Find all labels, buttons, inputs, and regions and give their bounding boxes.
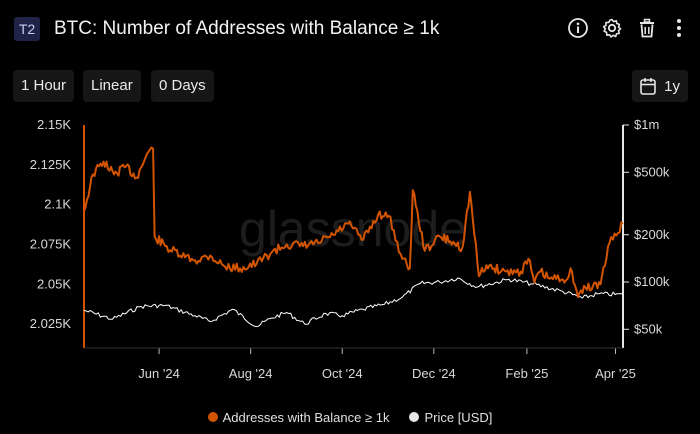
x-tick-label: Aug '24	[229, 366, 273, 381]
y-left-tick-label: 2.125K	[30, 157, 72, 172]
chart-canvas[interactable]: glassnode 2.15K2.125K2.1K2.075K2.05K2.02…	[0, 0, 700, 400]
y-left-tick-label: 2.1K	[44, 197, 71, 212]
legend: Addresses with Balance ≥ 1k Price [USD]	[0, 406, 700, 428]
y-left-tick-label: 2.025K	[30, 316, 72, 331]
gear-icon[interactable]	[600, 16, 624, 40]
legend-swatch-addresses	[207, 412, 218, 422]
legend-label-price: Price [USD]	[424, 409, 493, 425]
y-left-tick-label: 2.05K	[37, 276, 71, 291]
more-vertical-icon[interactable]	[667, 16, 691, 40]
resolution-button[interactable]: 1 Hour	[13, 70, 75, 102]
legend-item-price[interactable]: Price [USD]	[409, 410, 492, 425]
series-group	[83, 146, 624, 328]
period-label: 1y	[664, 77, 680, 95]
y-left-tick-label: 2.15K	[37, 117, 71, 132]
y-right-tick-label: $50k	[634, 321, 663, 336]
legend-item-addresses[interactable]: Addresses with Balance ≥ 1k	[207, 409, 390, 425]
x-tick-label: Dec '24	[412, 366, 456, 381]
trash-icon[interactable]	[635, 16, 659, 40]
x-axis: Jun '24 Aug '24 Oct '24 Dec '24 Feb '25 Apr '…	[138, 348, 636, 381]
right-y-axis: $1m $500k $200k $100k $50k	[623, 117, 670, 336]
calendar-icon	[640, 78, 656, 95]
y-left-tick-label: 2.075K	[30, 236, 72, 251]
price-line	[83, 277, 624, 328]
x-tick-label: Jun '24	[138, 366, 180, 381]
y-right-tick-label: $200k	[634, 227, 670, 242]
legend-swatch-price	[409, 412, 420, 422]
y-right-tick-label: $100k	[634, 274, 670, 289]
info-icon[interactable]	[566, 16, 590, 40]
y-right-tick-label: $500k	[634, 164, 670, 179]
y-right-tick-label: $1m	[634, 117, 659, 132]
x-tick-label: Apr '25	[595, 366, 636, 381]
addresses-line	[83, 146, 624, 298]
chart-controls: 1 Hour Linear 0 Days 1y	[0, 70, 700, 102]
x-tick-label: Feb '25	[505, 366, 548, 381]
x-tick-label: Oct '24	[322, 366, 363, 381]
offset-button[interactable]: 0 Days	[151, 70, 214, 102]
period-button[interactable]: 1y	[632, 70, 688, 102]
chart-title: BTC: Number of Addresses with Balance ≥ …	[54, 18, 440, 39]
chart-header: T2 BTC: Number of Addresses with Balance…	[0, 0, 700, 58]
tier-badge: T2	[14, 17, 40, 41]
legend-label-addresses: Addresses with Balance ≥ 1k	[222, 409, 390, 425]
scale-button[interactable]: Linear	[83, 70, 141, 102]
left-y-axis: 2.15K 2.125K 2.1K 2.075K 2.05K 2.025K	[30, 117, 72, 331]
